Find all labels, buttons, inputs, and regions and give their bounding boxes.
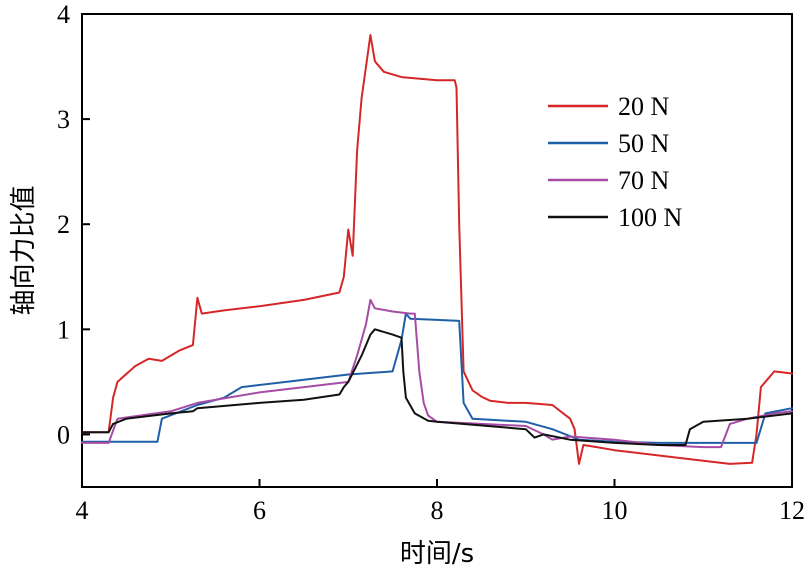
legend: 20 N 50 N 70 N 100 N [548,92,683,232]
y-axis-ticks: 0 1 2 3 4 [57,0,90,449]
y-tick-label: 0 [57,420,70,449]
x-tick-label: 10 [602,496,628,525]
x-tick-label: 8 [431,496,444,525]
legend-label: 20 N [618,92,670,121]
series-line-2 [81,312,793,444]
series-line-1 [81,34,793,465]
legend-label: 70 N [618,166,670,195]
x-tick-label: 12 [779,496,805,525]
y-axis-label: 轴向力比值 [9,185,39,315]
x-axis-label: 时间/s [400,539,474,569]
y-tick-label: 2 [57,210,70,239]
plot-frame [81,13,793,488]
x-tick-label: 6 [253,496,266,525]
plot-area [81,13,793,488]
series-line-4 [81,328,793,446]
y-tick-label: 1 [57,315,70,344]
series-line-3 [81,298,793,449]
x-axis-ticks: 4 6 8 10 12 [76,479,805,525]
y-tick-label: 3 [57,105,70,134]
y-tick-label: 4 [57,0,70,29]
x-tick-label: 4 [76,496,89,525]
series-group [81,34,793,465]
legend-label: 50 N [618,129,670,158]
legend-label: 100 N [618,203,683,232]
